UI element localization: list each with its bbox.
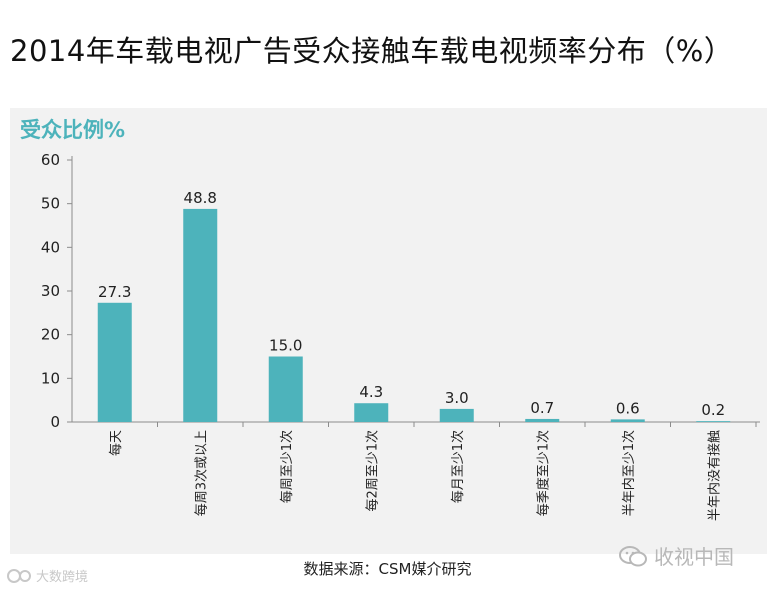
bar [269,357,303,423]
x-category-label: 每月至少1次 [450,430,466,503]
bar-chart: 受众比例% 0 10 20 30 40 50 60 27.3 每天 48.8 每周3次或以上 15.0… [10,108,767,554]
bar-value-label: 48.8 [184,189,217,207]
brand-logo-icon [6,568,32,584]
bar [525,419,559,422]
watermark-right: 收视中国 [618,541,734,570]
bar-value-label: 27.3 [98,283,131,301]
y-tick-label: 30 [41,282,60,300]
x-category-label: 每周至少1次 [279,430,295,503]
y-tick-label: 20 [41,326,60,344]
watermark-right-text: 收视中国 [654,541,734,570]
x-category-label: 每季度至少1次 [535,430,551,516]
bar-value-label: 0.6 [616,399,640,417]
x-category-label: 每2周至少1次 [364,430,380,512]
bar [183,209,217,422]
watermark-left: 大数跨境 [6,566,88,585]
bar [98,303,132,422]
bar-value-label: 0.7 [530,399,554,417]
bar-value-label: 3.0 [445,389,469,407]
bar-value-label: 0.2 [701,401,725,419]
y-tick-label: 10 [41,369,60,387]
bar [440,409,474,422]
bar-value-label: 4.3 [359,383,383,401]
chart-panel: 受众比例% 0 10 20 30 40 50 60 27.3 每天 48.8 每周3次或以上 15.0… [10,108,767,554]
y-tick-label: 60 [41,151,60,169]
bar-value-label: 15.0 [269,337,302,355]
bar [696,421,730,422]
y-axis-title: 受众比例% [20,118,125,142]
y-tick-label: 0 [50,413,60,431]
bar [611,419,645,422]
chart-title: 2014年车载电视广告受众接触车载电视频率分布（%） [10,28,770,70]
watermark-left-text: 大数跨境 [36,566,88,585]
y-tick-label: 50 [41,195,60,213]
x-category-label: 半年内至少1次 [621,430,637,516]
x-category-label: 半年内没有接触 [706,430,722,521]
y-tick-label: 40 [41,238,60,256]
bar [354,403,388,422]
x-category-label: 每周3次或以上 [193,430,209,516]
x-category-label: 每天 [108,430,124,456]
wechat-icon [618,544,648,568]
